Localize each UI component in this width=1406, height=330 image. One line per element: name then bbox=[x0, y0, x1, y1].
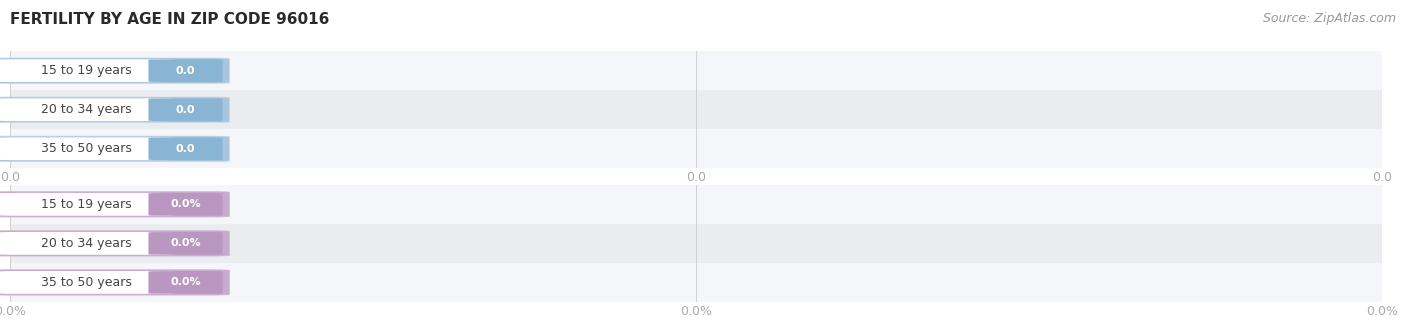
FancyBboxPatch shape bbox=[149, 138, 222, 160]
Bar bbox=[10, 263, 1382, 302]
Bar bbox=[10, 224, 1382, 263]
FancyBboxPatch shape bbox=[0, 59, 174, 82]
Text: 0.0: 0.0 bbox=[176, 66, 195, 76]
FancyBboxPatch shape bbox=[0, 97, 229, 122]
Text: 20 to 34 years: 20 to 34 years bbox=[41, 103, 132, 116]
FancyBboxPatch shape bbox=[149, 271, 222, 294]
Text: 35 to 50 years: 35 to 50 years bbox=[41, 142, 132, 155]
Text: 15 to 19 years: 15 to 19 years bbox=[41, 64, 132, 77]
Text: 0.0%: 0.0% bbox=[170, 238, 201, 248]
Text: Source: ZipAtlas.com: Source: ZipAtlas.com bbox=[1263, 12, 1396, 24]
FancyBboxPatch shape bbox=[149, 98, 222, 121]
FancyBboxPatch shape bbox=[0, 58, 229, 83]
Bar bbox=[10, 185, 1382, 224]
FancyBboxPatch shape bbox=[149, 232, 222, 255]
Text: 0.0: 0.0 bbox=[176, 144, 195, 154]
Text: 0.0%: 0.0% bbox=[170, 199, 201, 209]
FancyBboxPatch shape bbox=[0, 98, 174, 121]
FancyBboxPatch shape bbox=[0, 232, 174, 255]
FancyBboxPatch shape bbox=[0, 270, 229, 295]
Text: 35 to 50 years: 35 to 50 years bbox=[41, 276, 132, 289]
FancyBboxPatch shape bbox=[0, 271, 174, 294]
FancyBboxPatch shape bbox=[0, 192, 229, 217]
Text: 15 to 19 years: 15 to 19 years bbox=[41, 198, 132, 211]
Text: 0.0: 0.0 bbox=[176, 105, 195, 115]
Text: 0.0%: 0.0% bbox=[170, 278, 201, 287]
Bar bbox=[10, 90, 1382, 129]
Bar bbox=[10, 129, 1382, 168]
Bar bbox=[10, 51, 1382, 90]
FancyBboxPatch shape bbox=[0, 137, 174, 160]
FancyBboxPatch shape bbox=[0, 231, 229, 256]
FancyBboxPatch shape bbox=[149, 59, 222, 82]
FancyBboxPatch shape bbox=[0, 136, 229, 161]
Text: FERTILITY BY AGE IN ZIP CODE 96016: FERTILITY BY AGE IN ZIP CODE 96016 bbox=[10, 12, 329, 26]
Text: 20 to 34 years: 20 to 34 years bbox=[41, 237, 132, 250]
FancyBboxPatch shape bbox=[149, 193, 222, 215]
FancyBboxPatch shape bbox=[0, 193, 174, 216]
